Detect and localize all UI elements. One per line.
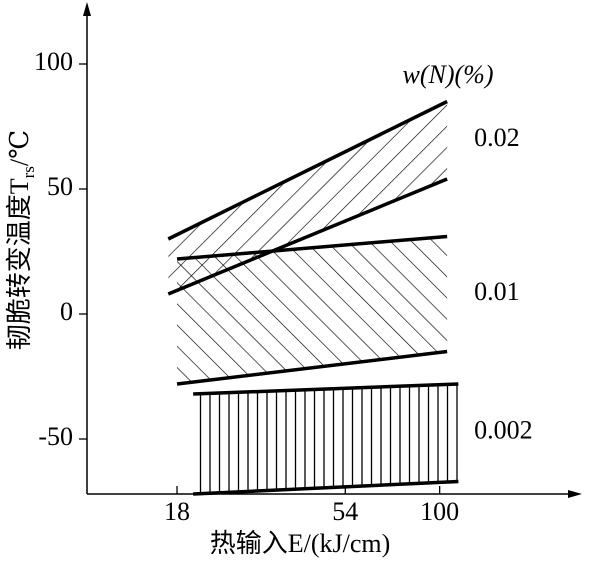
y-axis-label: 韧脆转变温度Trs/℃ — [5, 130, 38, 350]
x-tick-label: 18 — [164, 497, 190, 526]
band-label: 0.02 — [474, 123, 519, 152]
y-label-sub: rs — [19, 166, 38, 178]
y-label-unit: /℃ — [5, 130, 34, 166]
x-axis-arrow — [568, 490, 582, 498]
y-label-main: 韧脆转变温度T — [5, 178, 34, 350]
band-label: 0.002 — [474, 416, 532, 445]
y-axis-arrow — [83, 2, 91, 16]
x-tick-label: 100 — [420, 497, 459, 526]
band-upper-line — [193, 382, 459, 396]
legend-title: w(N)(%) — [403, 60, 494, 89]
y-tick-label: -50 — [38, 422, 73, 451]
band-upper-line — [176, 234, 448, 261]
band-area — [168, 101, 448, 294]
band-area — [177, 236, 448, 384]
band-lower-line — [176, 349, 448, 386]
band-upper-line — [167, 99, 448, 241]
band-label: 0.01 — [474, 277, 519, 306]
y-tick-label: 100 — [34, 47, 73, 76]
axes — [83, 2, 582, 498]
band-area — [193, 384, 459, 494]
y-tick-label: 0 — [60, 297, 73, 326]
x-axis-label: 热输入E/(kJ/cm) — [210, 529, 391, 558]
x-tick-label: 54 — [332, 497, 358, 526]
y-tick-label: 50 — [47, 172, 73, 201]
band-lower-line — [193, 479, 459, 496]
